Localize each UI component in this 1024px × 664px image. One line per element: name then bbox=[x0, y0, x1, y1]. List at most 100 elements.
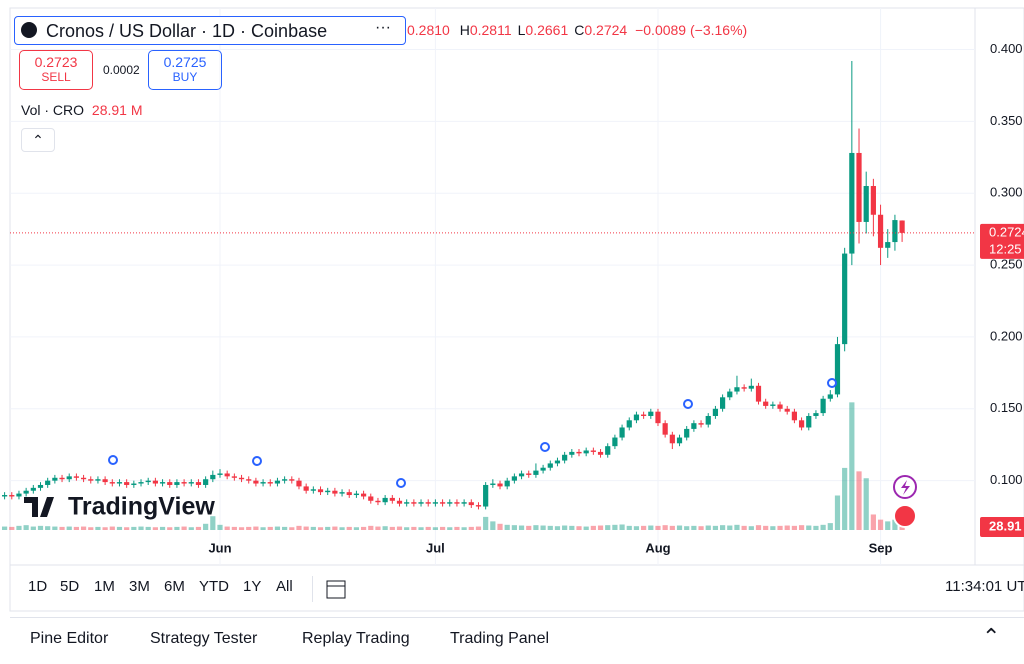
volume-bar bbox=[210, 516, 216, 530]
candle-body bbox=[597, 451, 604, 455]
candle-body bbox=[95, 479, 101, 481]
candle-body bbox=[131, 483, 137, 485]
candle-body bbox=[461, 502, 467, 504]
candle-body bbox=[763, 401, 769, 406]
volume-bar bbox=[396, 526, 403, 530]
range-button[interactable]: All bbox=[276, 578, 293, 595]
candle-body bbox=[138, 482, 144, 484]
candle-body bbox=[231, 476, 237, 478]
candle-body bbox=[791, 411, 797, 421]
logo-icon bbox=[24, 497, 54, 517]
volume-bar bbox=[605, 525, 611, 530]
volume-bar bbox=[159, 526, 166, 530]
candle-body bbox=[619, 427, 625, 438]
bottom-tab[interactable]: Replay Trading bbox=[302, 630, 410, 647]
volume-bar bbox=[511, 525, 517, 530]
symbol-box[interactable]: Cronos / US Dollar · 1D · Coinbase ··· bbox=[14, 16, 406, 45]
volume-bar bbox=[504, 524, 510, 530]
panel-toggle[interactable]: ⌃ bbox=[982, 624, 1001, 649]
candle-body bbox=[411, 502, 417, 504]
economic-event-icon[interactable] bbox=[893, 504, 917, 528]
volume-bar bbox=[181, 526, 187, 530]
range-button[interactable]: 6M bbox=[164, 578, 185, 595]
candle-body bbox=[174, 482, 180, 485]
volume-bar bbox=[131, 526, 137, 530]
candle-body bbox=[159, 482, 166, 484]
volume-bar bbox=[712, 525, 719, 530]
candle-body bbox=[885, 242, 891, 248]
volume-bar bbox=[238, 527, 245, 530]
event-marker[interactable] bbox=[396, 478, 406, 488]
volume-bar bbox=[526, 525, 532, 530]
range-button[interactable]: 1D bbox=[28, 578, 48, 595]
collapse-button[interactable]: ⌃ bbox=[21, 128, 55, 152]
volume-bar bbox=[684, 526, 690, 530]
candle-body bbox=[605, 446, 611, 455]
candle-body bbox=[217, 473, 223, 475]
symbol-title: Cronos / US Dollar · 1D · Coinbase bbox=[46, 21, 328, 41]
volume-bar bbox=[748, 526, 754, 530]
candle-body bbox=[490, 483, 496, 485]
volume-bar bbox=[88, 527, 94, 530]
volume-bar bbox=[382, 526, 388, 530]
candle-body bbox=[770, 404, 776, 406]
y-tick-label: 0.400 bbox=[990, 41, 1023, 56]
volume-label: Vol · CRO bbox=[21, 102, 85, 118]
sell-label: SELL bbox=[41, 70, 71, 84]
event-marker[interactable] bbox=[683, 399, 693, 409]
candle-body bbox=[116, 482, 123, 484]
volume-bar bbox=[188, 527, 194, 530]
volume-bar bbox=[612, 524, 618, 530]
volume-bar bbox=[124, 527, 130, 530]
volume-bar bbox=[145, 526, 151, 530]
volume-bar bbox=[777, 525, 783, 530]
sell-button[interactable]: 0.2723 SELL bbox=[19, 50, 93, 90]
range-button[interactable]: 1M bbox=[94, 578, 115, 595]
volume-bar bbox=[554, 526, 561, 530]
range-button[interactable]: 3M bbox=[129, 578, 150, 595]
goto-date-button[interactable] bbox=[324, 577, 348, 601]
event-marker[interactable] bbox=[827, 378, 837, 388]
sell-price: 0.2723 bbox=[34, 54, 78, 70]
bottom-tab[interactable]: Pine Editor bbox=[30, 630, 109, 647]
volume-bar bbox=[569, 525, 575, 530]
volume-bar bbox=[641, 525, 647, 530]
candle-body bbox=[540, 467, 546, 471]
bottom-tab[interactable]: Strategy Tester bbox=[150, 630, 258, 647]
candle-body bbox=[267, 482, 273, 484]
candle-body bbox=[590, 450, 596, 452]
volume-bar bbox=[224, 526, 230, 530]
countdown-label: 12:25 bbox=[989, 241, 1022, 256]
bottom-tab[interactable]: Trading Panel bbox=[450, 630, 550, 647]
candle-body bbox=[562, 454, 568, 461]
volume-bar bbox=[669, 525, 675, 530]
event-marker[interactable] bbox=[108, 455, 118, 465]
buy-button[interactable]: 0.2725 BUY bbox=[148, 50, 222, 90]
range-button[interactable]: 5D bbox=[60, 578, 80, 595]
candle-body bbox=[418, 502, 424, 504]
candle-body bbox=[45, 480, 51, 485]
volume-bar bbox=[490, 521, 496, 530]
volume-bar bbox=[877, 519, 884, 530]
volume-bar bbox=[282, 526, 288, 530]
candle-body bbox=[152, 480, 158, 484]
event-marker[interactable] bbox=[252, 456, 262, 466]
volume-bar bbox=[310, 526, 316, 530]
volume-bar bbox=[870, 514, 876, 530]
range-button[interactable]: 1Y bbox=[243, 578, 262, 595]
logo: TradingView bbox=[24, 493, 215, 521]
volume-bar bbox=[885, 521, 891, 530]
volume-bar bbox=[260, 527, 266, 530]
volume-bar bbox=[425, 526, 431, 530]
volume-bar bbox=[203, 523, 209, 530]
volume-bar bbox=[80, 526, 87, 530]
volume-bar bbox=[856, 471, 862, 530]
volume-bar bbox=[389, 526, 395, 530]
volume-bar bbox=[152, 527, 158, 530]
candle-body bbox=[296, 480, 302, 487]
range-button[interactable]: YTD bbox=[199, 578, 229, 595]
event-marker[interactable] bbox=[540, 442, 550, 452]
more-button[interactable]: ··· bbox=[375, 19, 391, 36]
ohlc-key: C bbox=[574, 22, 585, 38]
volume-bar bbox=[662, 525, 668, 530]
